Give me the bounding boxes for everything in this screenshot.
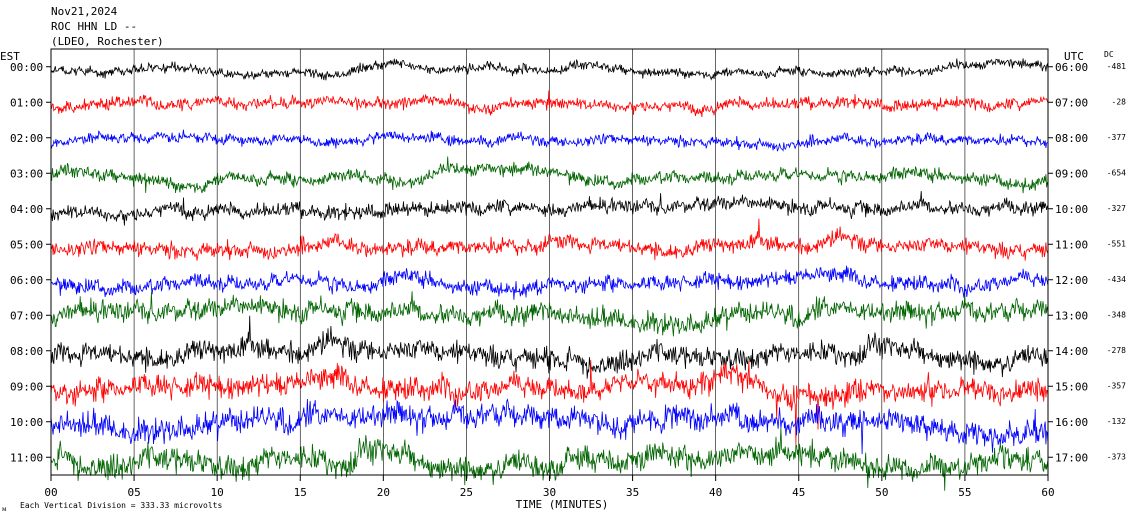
row-label-group: 00:00 06:00 -481 01:00 07:00 -28 02:00 08:00 -37… bbox=[10, 61, 1126, 465]
utc-hour-label: 06:00 bbox=[1055, 61, 1088, 74]
dc-offset-label: -654 bbox=[1107, 168, 1126, 177]
utc-hour-label: 16:00 bbox=[1055, 416, 1088, 429]
est-hour-label: 03:00 bbox=[10, 167, 43, 180]
utc-hour-label: 11:00 bbox=[1055, 238, 1088, 251]
trace-line bbox=[50, 190, 1049, 226]
utc-hour-label: 13:00 bbox=[1055, 309, 1088, 322]
utc-hour-label: 10:00 bbox=[1055, 203, 1088, 216]
left-timezone-label: EST bbox=[0, 50, 20, 63]
x-tick-label: 35 bbox=[626, 486, 639, 499]
header-network: (LDEO, Rochester) bbox=[51, 35, 164, 48]
x-tick-label: 55 bbox=[958, 486, 971, 499]
utc-hour-label: 17:00 bbox=[1055, 451, 1088, 464]
utc-hour-label: 08:00 bbox=[1055, 132, 1088, 145]
x-tick-label: 30 bbox=[543, 486, 556, 499]
right-timezone-label: UTC bbox=[1064, 50, 1084, 63]
trace-group bbox=[50, 58, 1049, 491]
trace-line bbox=[50, 58, 1049, 81]
trace-line bbox=[50, 265, 1049, 300]
x-tick-label: 40 bbox=[709, 486, 722, 499]
utc-hour-label: 15:00 bbox=[1055, 380, 1088, 393]
trace-line bbox=[50, 359, 1049, 445]
trace-line bbox=[50, 315, 1049, 379]
est-hour-label: 07:00 bbox=[10, 309, 43, 322]
est-hour-label: 09:00 bbox=[10, 380, 43, 393]
est-hour-label: 02:00 bbox=[10, 132, 43, 145]
dc-column-label: DC bbox=[1104, 50, 1114, 59]
est-hour-label: 06:00 bbox=[10, 274, 43, 287]
trace-line bbox=[50, 218, 1049, 261]
time-gridlines bbox=[133, 49, 966, 475]
x-tick-label: 15 bbox=[294, 486, 307, 499]
dc-offset-label: -377 bbox=[1107, 133, 1126, 142]
trace-line bbox=[50, 398, 1049, 455]
est-hour-label: 08:00 bbox=[10, 345, 43, 358]
utc-hour-label: 12:00 bbox=[1055, 274, 1088, 287]
trace-line bbox=[50, 291, 1049, 337]
est-hour-label: 05:00 bbox=[10, 238, 43, 251]
dc-offset-label: -357 bbox=[1107, 381, 1126, 390]
x-tick-label: 20 bbox=[377, 486, 390, 499]
header-station: ROC HHN LD -- bbox=[51, 20, 137, 33]
est-hour-label: 01:00 bbox=[10, 96, 43, 109]
est-hour-label: 11:00 bbox=[10, 451, 43, 464]
x-tick-label: 45 bbox=[792, 486, 805, 499]
dc-offset-label: -434 bbox=[1107, 275, 1126, 284]
dc-offset-label: -373 bbox=[1107, 452, 1126, 461]
utc-hour-label: 09:00 bbox=[1055, 167, 1088, 180]
utc-hour-label: 14:00 bbox=[1055, 345, 1088, 358]
utc-hour-label: 07:00 bbox=[1055, 96, 1088, 109]
x-tick-label: 05 bbox=[127, 486, 140, 499]
x-tick-label: 10 bbox=[211, 486, 224, 499]
x-tick-label: 50 bbox=[875, 486, 888, 499]
dc-offset-label: -348 bbox=[1107, 310, 1126, 319]
est-hour-label: 04:00 bbox=[10, 203, 43, 216]
x-tick-label: 00 bbox=[44, 486, 57, 499]
x-tick-group: 00 05 10 15 20 25 30 35 40 45 50 55 60 bbox=[44, 475, 1055, 499]
trace-line bbox=[50, 156, 1049, 194]
header-date: Nov21,2024 bbox=[51, 5, 118, 18]
x-tick-label: 60 bbox=[1041, 486, 1054, 499]
trace-line bbox=[50, 90, 1049, 118]
est-hour-label: 00:00 bbox=[10, 61, 43, 74]
trace-line bbox=[50, 427, 1049, 491]
dc-offset-label: -132 bbox=[1107, 417, 1126, 426]
x-axis-label: TIME (MINUTES) bbox=[516, 498, 609, 511]
dc-offset-label: -327 bbox=[1107, 204, 1126, 213]
dc-offset-label: -481 bbox=[1107, 62, 1126, 71]
footer-scale-note: Each Vertical Division = 333.33 microvol… bbox=[20, 501, 222, 510]
trace-line bbox=[50, 129, 1049, 152]
dc-offset-label: -278 bbox=[1107, 346, 1126, 355]
est-hour-label: 10:00 bbox=[10, 416, 43, 429]
dc-offset-label: -551 bbox=[1107, 239, 1126, 248]
dc-offset-label: -28 bbox=[1112, 97, 1127, 106]
x-tick-label: 25 bbox=[460, 486, 473, 499]
footer-mark: ᴍ bbox=[2, 505, 7, 513]
